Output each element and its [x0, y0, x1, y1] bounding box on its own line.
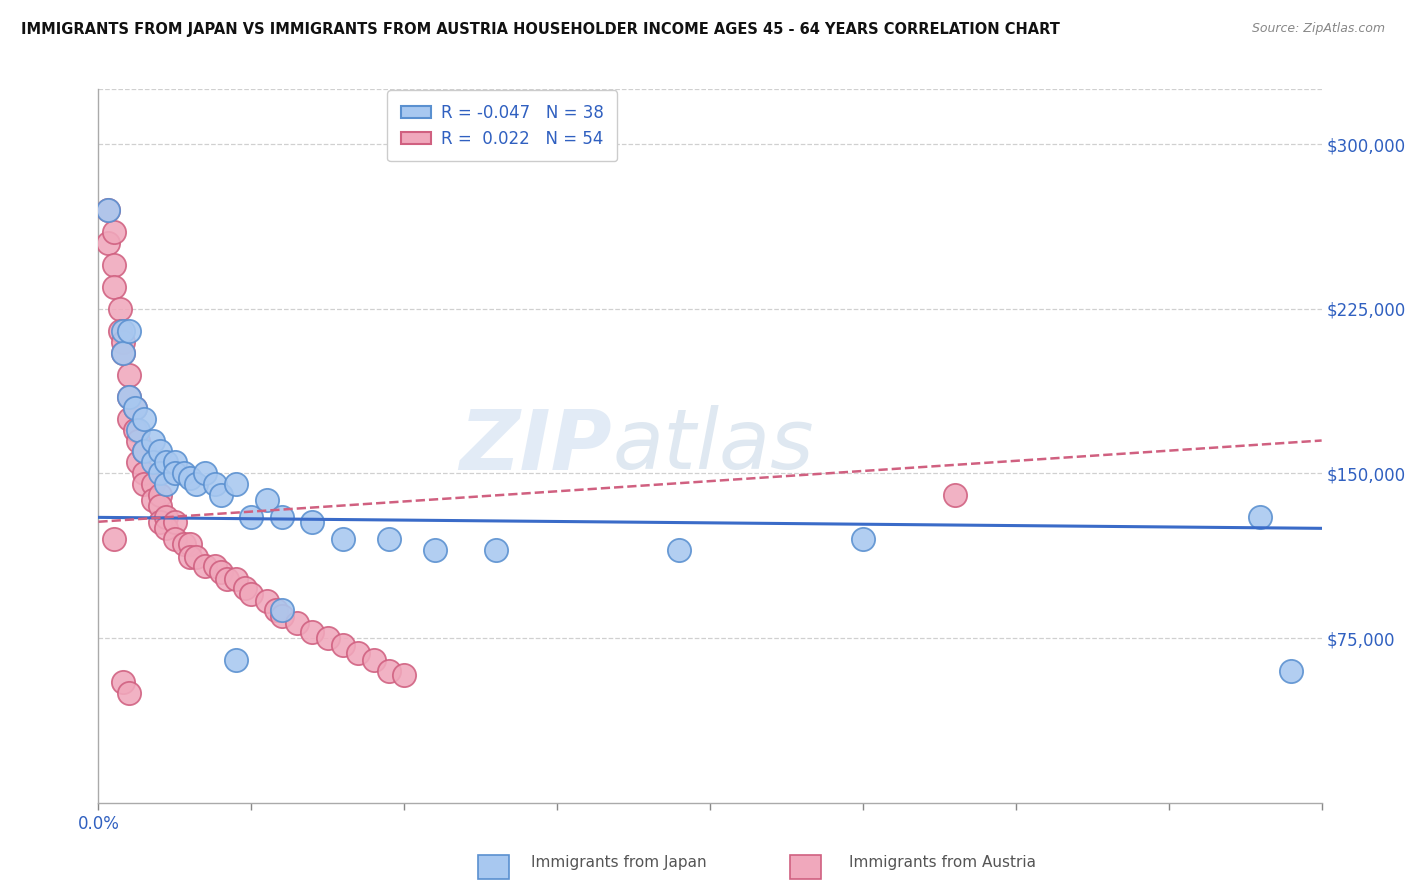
Point	[179, 549, 201, 564]
Point	[347, 647, 370, 661]
Point	[209, 488, 232, 502]
Point	[97, 202, 120, 217]
Point	[108, 324, 131, 338]
Point	[285, 615, 308, 630]
Point	[142, 455, 165, 469]
Point	[155, 455, 177, 469]
Point	[423, 543, 446, 558]
Point	[111, 324, 134, 338]
Point	[134, 444, 156, 458]
Point	[270, 510, 292, 524]
Point	[118, 686, 141, 700]
Point	[127, 423, 149, 437]
Point	[103, 280, 125, 294]
Point	[204, 558, 226, 573]
Point	[142, 477, 165, 491]
Point	[378, 533, 401, 547]
Point	[111, 675, 134, 690]
Point	[103, 225, 125, 239]
Point	[173, 537, 195, 551]
Point	[363, 653, 385, 667]
Point	[149, 488, 172, 502]
Point	[124, 423, 146, 437]
Point	[127, 455, 149, 469]
Point	[103, 258, 125, 272]
Point	[194, 558, 217, 573]
Point	[173, 467, 195, 481]
Point	[97, 202, 120, 217]
Point	[149, 467, 172, 481]
Point	[264, 602, 287, 616]
Point	[233, 581, 256, 595]
Legend: R = -0.047   N = 38, R =  0.022   N = 54: R = -0.047 N = 38, R = 0.022 N = 54	[387, 90, 617, 161]
Point	[124, 401, 146, 415]
Point	[134, 444, 156, 458]
Text: Immigrants from Austria: Immigrants from Austria	[848, 855, 1036, 870]
Point	[111, 345, 134, 359]
Point	[155, 510, 177, 524]
Point	[378, 664, 401, 678]
Point	[127, 434, 149, 448]
Point	[111, 345, 134, 359]
Point	[240, 510, 263, 524]
Point	[134, 411, 156, 425]
Point	[108, 301, 131, 316]
Point	[163, 455, 186, 469]
Point	[134, 467, 156, 481]
Point	[111, 334, 134, 349]
Point	[179, 537, 201, 551]
Point	[186, 549, 208, 564]
Text: atlas: atlas	[612, 406, 814, 486]
Point	[134, 477, 156, 491]
Point	[179, 471, 201, 485]
Text: IMMIGRANTS FROM JAPAN VS IMMIGRANTS FROM AUSTRIA HOUSEHOLDER INCOME AGES 45 - 64: IMMIGRANTS FROM JAPAN VS IMMIGRANTS FROM…	[21, 22, 1060, 37]
Point	[270, 609, 292, 624]
Point	[204, 477, 226, 491]
Point	[209, 566, 232, 580]
Point	[149, 515, 172, 529]
Point	[1249, 510, 1271, 524]
Point	[392, 668, 416, 682]
Point	[225, 572, 247, 586]
Point	[301, 515, 323, 529]
Point	[186, 477, 208, 491]
Point	[142, 492, 165, 507]
Point	[240, 587, 263, 601]
Point	[118, 368, 141, 382]
Point	[852, 533, 875, 547]
Point	[256, 594, 278, 608]
Point	[163, 533, 186, 547]
Point	[155, 521, 177, 535]
Point	[124, 401, 146, 415]
Point	[149, 444, 172, 458]
Point	[118, 390, 141, 404]
Point	[118, 411, 141, 425]
Point	[225, 653, 247, 667]
Point	[118, 324, 141, 338]
Point	[256, 492, 278, 507]
Point	[943, 488, 966, 502]
Point	[163, 467, 186, 481]
Point	[301, 624, 323, 639]
Point	[155, 477, 177, 491]
Point	[270, 602, 292, 616]
Point	[142, 434, 165, 448]
Point	[668, 543, 690, 558]
Point	[1279, 664, 1302, 678]
Point	[118, 390, 141, 404]
Text: Source: ZipAtlas.com: Source: ZipAtlas.com	[1251, 22, 1385, 36]
Point	[215, 572, 238, 586]
Point	[316, 631, 339, 645]
Point	[103, 533, 125, 547]
Point	[485, 543, 508, 558]
Point	[332, 638, 354, 652]
Point	[225, 477, 247, 491]
Text: ZIP: ZIP	[460, 406, 612, 486]
Point	[332, 533, 354, 547]
Point	[97, 235, 120, 250]
Point	[149, 500, 172, 514]
Text: Immigrants from Japan: Immigrants from Japan	[531, 855, 706, 870]
Point	[194, 467, 217, 481]
Point	[163, 515, 186, 529]
